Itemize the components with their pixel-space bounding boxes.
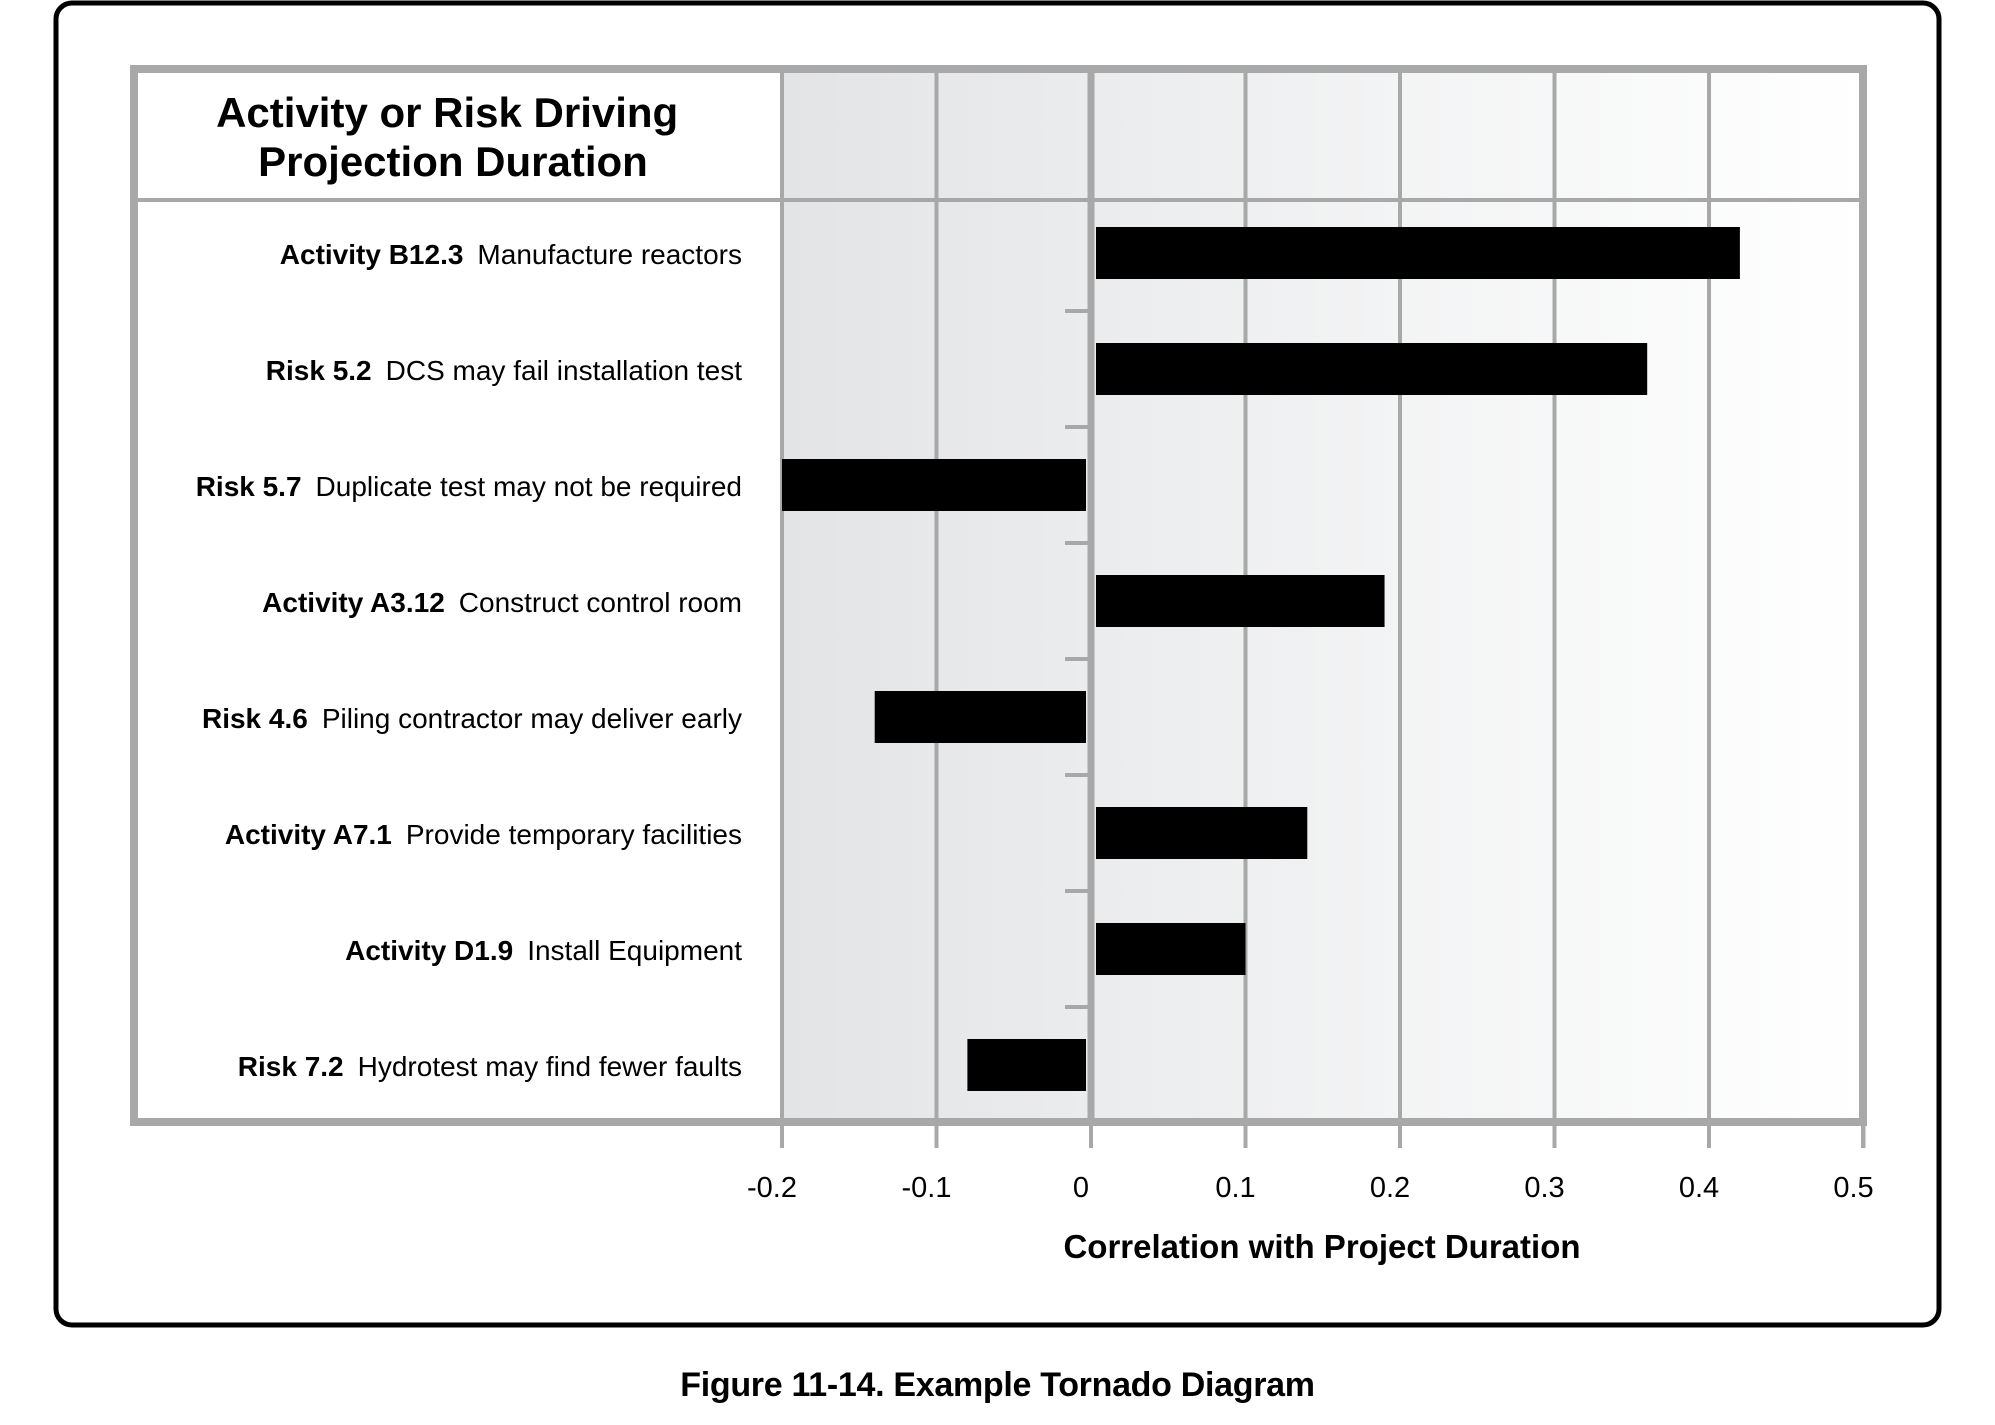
x-tick-label: 0.1 [1215, 1172, 1255, 1204]
bar [782, 459, 1086, 511]
row-id: Risk 5.7 [196, 471, 302, 502]
chart-title: Activity or Risk Driving Projection Dura… [216, 89, 690, 185]
bar [967, 1039, 1086, 1091]
x-tick-label: -0.2 [747, 1172, 797, 1204]
bar [1096, 227, 1740, 279]
row-description: Provide temporary facilities [406, 819, 742, 850]
x-tick-label: 0.4 [1679, 1172, 1719, 1204]
row-label: Risk 5.7 Duplicate test may not be requir… [196, 471, 742, 502]
row-separator-ticks [1065, 309, 1091, 1009]
row-label: Risk 5.2 DCS may fail installation test [266, 355, 742, 386]
x-tick-label: 0.3 [1524, 1172, 1564, 1204]
row-id: Risk 5.2 [266, 355, 372, 386]
row-description: Construct control room [459, 587, 742, 618]
row-id: Risk 4.6 [202, 703, 308, 734]
x-axis-tick-marks [780, 1122, 1866, 1148]
row-label: Risk 7.2 Hydrotest may find fewer faults [238, 1051, 742, 1082]
row-id: Activity D1.9 [345, 935, 513, 966]
x-axis-label: Correlation with Project Duration [1063, 1228, 1580, 1265]
chart-title-line-2: Projection Duration [258, 138, 648, 185]
x-tick-label: 0.2 [1370, 1172, 1410, 1204]
bar [1096, 575, 1385, 627]
row-label: Activity D1.9 Install Equipment [345, 935, 742, 966]
row-description: DCS may fail installation test [386, 355, 743, 386]
row-id: Risk 7.2 [238, 1051, 344, 1082]
row-description: Hydrotest may find fewer faults [358, 1051, 742, 1082]
x-tick-label: 0.5 [1833, 1172, 1873, 1204]
x-tick-label: -0.1 [902, 1172, 952, 1204]
figure-caption: Figure 11-14. Example Tornado Diagram [680, 1366, 1315, 1404]
row-description: Manufacture reactors [477, 239, 742, 270]
chart-title-line-1: Activity or Risk Driving [216, 89, 678, 136]
plot-border [130, 65, 1867, 1126]
bar [874, 691, 1086, 743]
row-id: Activity A7.1 [225, 819, 392, 850]
row-label: Activity A7.1 Provide temporary facilitie… [225, 819, 742, 850]
row-label: Risk 4.6 Piling contractor may deliver ea… [202, 703, 742, 734]
row-labels: Activity B12.3 Manufacture reactors Risk 5… [196, 239, 743, 1082]
bar [1096, 343, 1648, 395]
row-label: Activity B12.3 Manufacture reactors [280, 239, 742, 270]
row-description: Install Equipment [527, 935, 742, 966]
bar [1096, 923, 1246, 975]
row-label: Activity A3.12 Construct control room [262, 587, 742, 618]
row-description: Piling contractor may deliver early [322, 703, 742, 734]
row-id: Activity B12.3 [280, 239, 464, 270]
x-axis-tick-labels: -0.2 -0.1 0 0.1 0.2 0.3 0.4 0.5 [747, 1172, 1874, 1204]
bar [1096, 807, 1308, 859]
row-id: Activity A3.12 [262, 587, 445, 618]
row-description: Duplicate test may not be required [316, 471, 742, 502]
x-tick-label: 0 [1073, 1172, 1089, 1204]
bars [782, 227, 1740, 1091]
